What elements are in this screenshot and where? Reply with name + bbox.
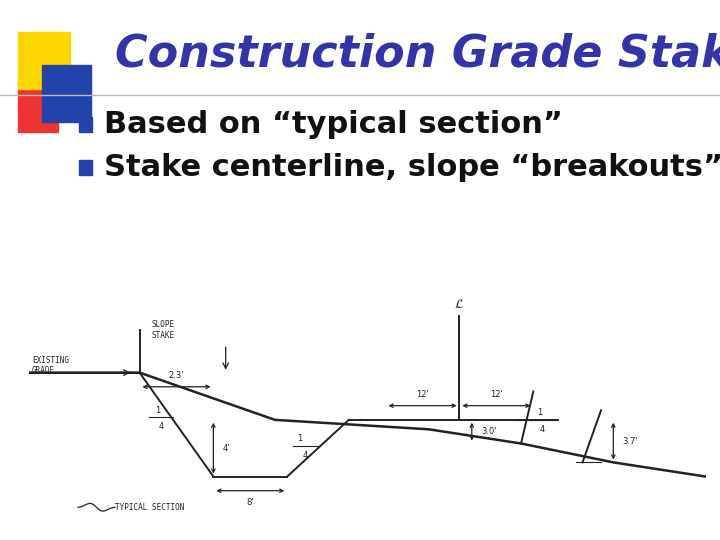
Text: 2.3': 2.3' [168, 370, 184, 380]
Bar [42, 65, 91, 122]
Text: TYPICAL SECTION: TYPICAL SECTION [115, 503, 184, 512]
Text: 1: 1 [297, 435, 302, 443]
Text: 4: 4 [303, 450, 308, 460]
Bar [18, 81, 58, 132]
Text: 3.7': 3.7' [623, 437, 638, 445]
Text: 1: 1 [156, 406, 161, 415]
Text: $\mathcal{L}$: $\mathcal{L}$ [454, 298, 464, 311]
Text: 4': 4' [222, 444, 230, 453]
Bar [18, 32, 70, 89]
Text: Based on “typical section”: Based on “typical section” [104, 110, 563, 139]
Text: Stake centerline, slope “breakouts”: Stake centerline, slope “breakouts” [104, 153, 720, 182]
Bar [79, 117, 92, 132]
Bar [79, 160, 92, 175]
Text: 12': 12' [416, 389, 429, 399]
Text: EXISTING
GRADE: EXISTING GRADE [32, 356, 69, 375]
Text: 3.0': 3.0' [481, 427, 497, 436]
Text: Construction Grade Staking: Construction Grade Staking [115, 32, 720, 76]
Text: 4: 4 [158, 422, 163, 431]
Text: 4: 4 [540, 424, 545, 434]
Text: SLOPE
STAKE: SLOPE STAKE [152, 320, 175, 340]
Text: 12': 12' [490, 389, 503, 399]
Text: 1: 1 [537, 408, 542, 417]
Text: 8': 8' [246, 498, 254, 507]
